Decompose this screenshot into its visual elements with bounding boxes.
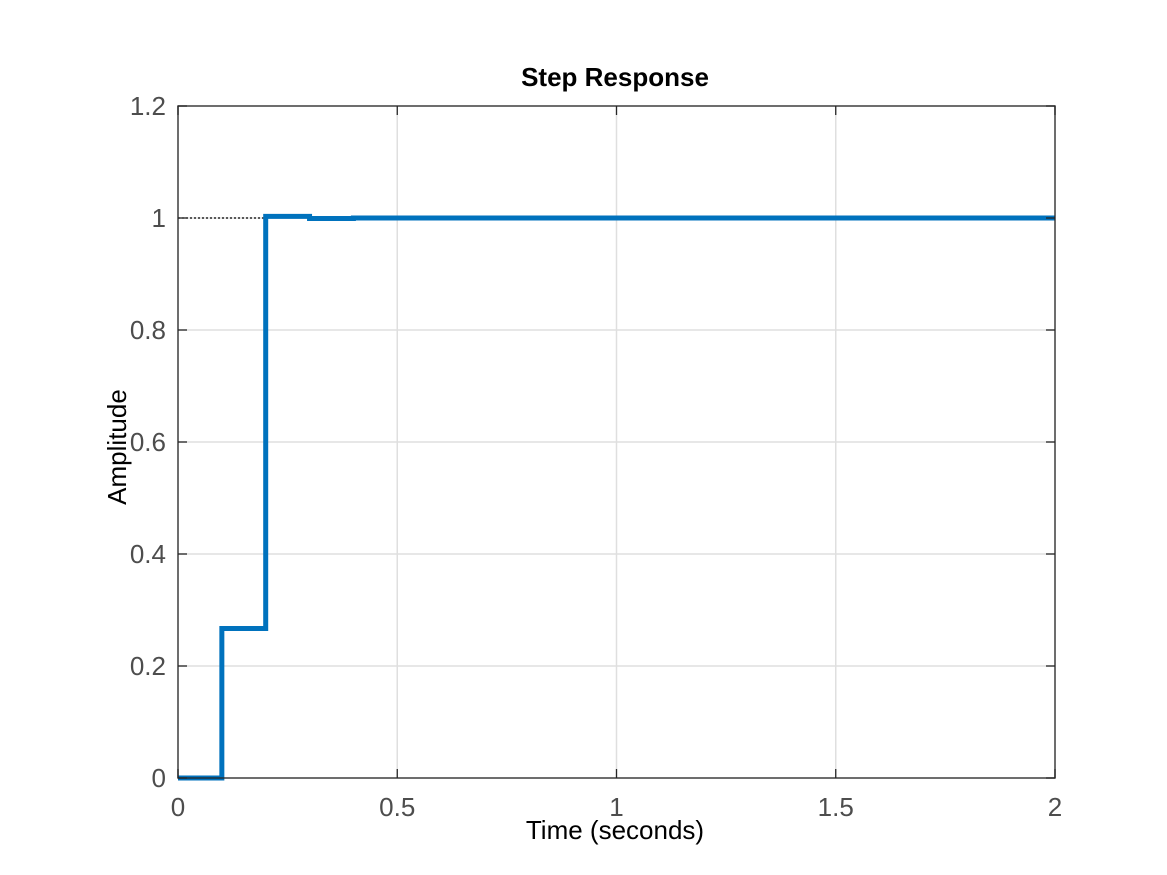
x-tick-label: 2 bbox=[1048, 792, 1062, 822]
step-response-line bbox=[178, 213, 1055, 781]
data-series bbox=[178, 213, 1055, 781]
x-tick-label: 0.5 bbox=[379, 792, 415, 822]
x-tick-labels: 0 0.5 1 1.5 2 bbox=[171, 792, 1062, 822]
y-tick-label: 0.8 bbox=[130, 315, 166, 345]
x-tick-label: 0 bbox=[171, 792, 185, 822]
x-tick-label: 1 bbox=[609, 792, 623, 822]
y-tick-label: 0.4 bbox=[130, 539, 166, 569]
y-tick-label: 0.6 bbox=[130, 427, 166, 457]
y-tick-label: 0 bbox=[152, 763, 166, 793]
y-axis-label: Amplitude bbox=[102, 389, 132, 505]
x-tick-label: 1.5 bbox=[818, 792, 854, 822]
y-tick-labels: 0 0.2 0.4 0.6 0.8 1 1.2 bbox=[130, 91, 166, 793]
axis-ticks bbox=[177, 105, 1056, 779]
y-tick-label: 1.2 bbox=[130, 91, 166, 121]
x-axis-label: Time (seconds) bbox=[526, 815, 704, 845]
chart-title: Step Response bbox=[521, 62, 709, 92]
y-tick-label: 1 bbox=[152, 203, 166, 233]
y-tick-label: 0.2 bbox=[130, 651, 166, 681]
